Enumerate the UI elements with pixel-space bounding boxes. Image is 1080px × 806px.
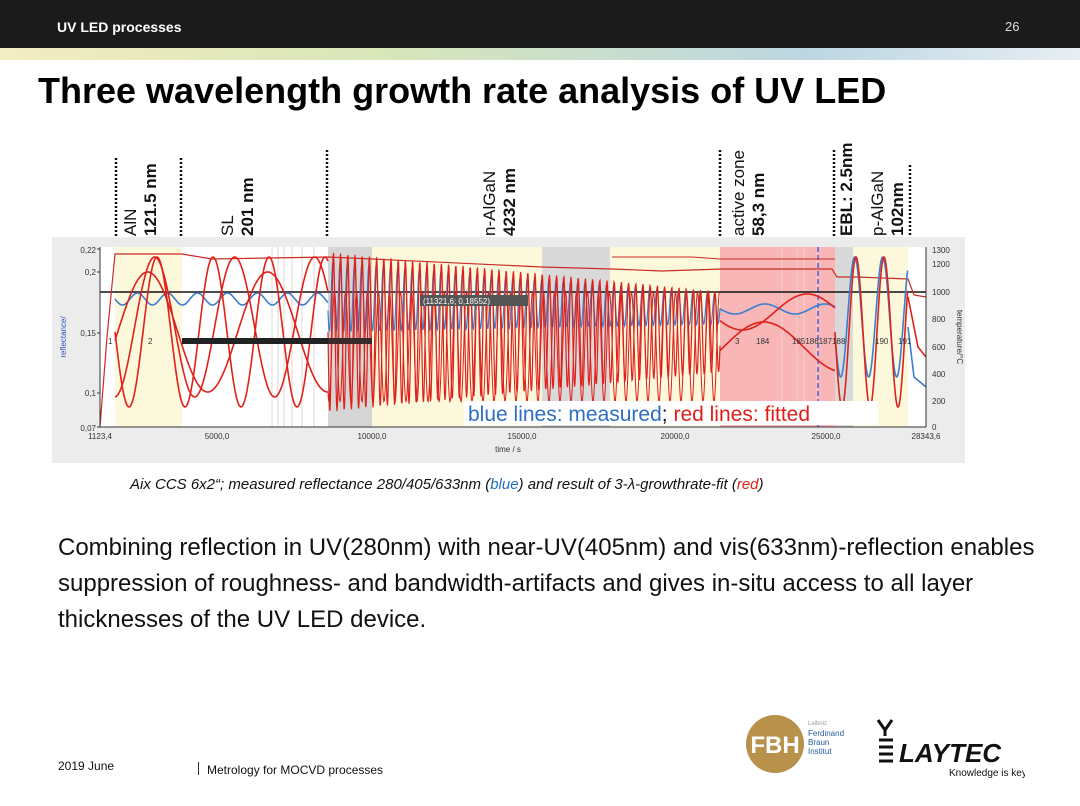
layer-thickness: 4232 nm [500,167,519,236]
y2-tick-label: 1200 [932,260,950,269]
temperature-series [99,253,927,428]
y-tick-label: 0,1 [85,389,97,398]
y2-tick-label: 1300 [932,246,950,255]
layer-name: EBL: 2.5nm [837,142,856,236]
caption-mid: ) and result of 3-λ-growthrate-fit ( [518,476,737,493]
laytec-logo: LAYTEC Knowledge is key [876,719,1025,779]
region-label: 3 [735,337,740,346]
layer-name: SL [218,215,237,236]
layer-label-n-algan: n-AlGaN 4232 nm [480,168,520,236]
header-stripe [0,48,1080,60]
layer-label-p-algan: p-AlGaN 102nm [868,171,908,236]
region-label: 190 [875,337,889,346]
annotation-bg [464,401,878,425]
page-number: 26 [1005,19,1020,34]
x-axis-label: time / s [495,445,521,454]
fbh-logo: FBH Leibniz Ferdinand Braun Institut [746,715,844,773]
region-label: 191 [898,337,912,346]
x-tick-label: 1123,4 [88,432,112,441]
layer-label-sl: SL 201 nm [218,177,258,236]
region-shade [610,247,720,427]
y2-tick-label: 400 [932,370,946,379]
fbh-mark: FBH [750,732,799,759]
footer-separator [198,762,199,775]
layer-name: n-AlGaN [480,170,499,236]
chart-caption: Aix CCS 6x2“; measured reflectance 280/4… [130,476,764,493]
header-title: UV LED processes [57,19,182,35]
sl-band [182,338,328,344]
temperature-series-2 [612,256,835,260]
fitted-line [327,291,720,404]
fitted-line [907,296,927,358]
x-tick-label: 5000,0 [205,432,230,441]
layer-thickness: 58,3 nm [749,172,768,236]
layer-thickness: 121.5 nm [141,163,160,236]
header-bar: UV LED processes 26 [0,0,1080,48]
layer-label-aln: AlN 121.5 nm [121,163,161,236]
fbh-line: Institut [808,747,832,756]
fbh-line: Braun [808,738,829,747]
laytec-name: LAYTEC [899,738,1002,768]
measured-line [834,255,909,379]
region-label: 2 [148,337,153,346]
layer-thickness: 102nm [888,182,907,236]
x-tick-label: 20000,0 [661,432,690,441]
measured-line [114,292,329,306]
layer-name: p-AlGaN [868,170,887,236]
caption-blue: blue [490,476,519,493]
annotation-fitted: red lines: fitted [673,403,810,426]
measured-line [719,303,836,315]
fitted-line [719,293,836,331]
region-label: 185186187188 [792,337,846,346]
layer-label-ebl: EBL: 2.5nm [837,142,857,236]
caption-suffix: ) [758,476,764,493]
y-axis-label: reflectance/ [59,316,68,358]
y2-tick-label: 200 [932,397,946,406]
layer-name: active zone [729,150,748,236]
cursor-readout-box [420,295,528,306]
x-tick-label: 25000,0 [812,432,841,441]
x-tick-label: 10000,0 [358,432,387,441]
y2-tick-label: 1000 [932,288,950,297]
layer-name: AlN [121,208,140,236]
annotation-sep: ; [662,403,674,426]
fitted-line [327,252,721,412]
annotation-measured: blue lines: measured [468,403,662,426]
y2-tick-label: 600 [932,343,946,352]
y-tick-label: 0,2 [85,268,97,277]
chart-annotation: blue lines: measured; red lines: fitted [468,403,810,426]
chart-svg: (11321,6; 0,18552) 1 2 3 184 18518618718… [52,237,965,463]
reflectance-chart: (11321,6; 0,18552) 1 2 3 184 18518618718… [52,237,965,463]
laytec-tagline: Knowledge is key [949,768,1025,779]
measured-line [907,326,927,388]
footer-date: 2019 June [58,759,115,773]
region-shade [720,247,835,427]
layer-thickness: 201 nm [238,177,257,236]
fbh-line: Leibniz [808,721,827,727]
y-tick-label: 0,07 [80,424,96,433]
footer-text: Metrology for MOCVD processes [207,763,384,777]
fbh-line: Ferdinand [808,729,844,738]
sl-band [328,338,372,344]
region-label: 1 [108,337,113,346]
x-tick-label: 15000,0 [508,432,537,441]
caption-red: red [736,476,759,493]
x-tick-label: 28343,6 [912,432,941,441]
body-paragraph: Combining reflection in UV(280nm) with n… [58,534,1035,633]
y-tick-label: 0,15 [80,329,96,338]
cursor-readout: (11321,6; 0,18552) [423,297,490,306]
fitted-line [114,271,328,393]
y2-axis-label: temperature/°C [955,310,964,365]
y-tick-label: 0,22 [80,246,96,255]
region-label: 184 [756,337,770,346]
layer-label-active-zone: active zone 58,3 nm [729,150,769,236]
y2-tick-label: 0 [932,423,937,432]
caption-prefix: Aix CCS 6x2“; measured reflectance 280/4… [130,476,491,493]
fitted-line [719,321,836,372]
slide-title: Three wavelength growth rate analysis of… [38,70,887,111]
y2-tick-label: 800 [932,315,946,324]
